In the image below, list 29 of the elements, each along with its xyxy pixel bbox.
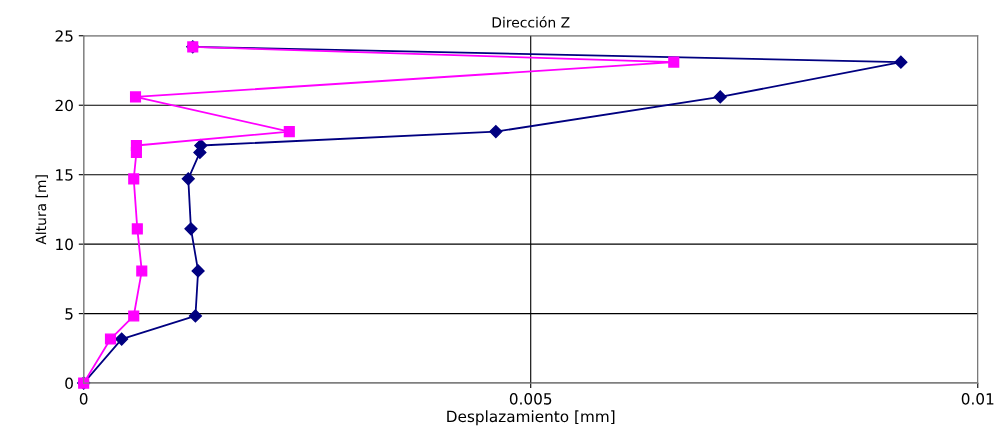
point [128, 310, 140, 322]
y-tick-label: 15 [56, 169, 73, 181]
point [136, 265, 148, 277]
point [668, 56, 680, 68]
point [128, 173, 140, 185]
point [191, 264, 205, 278]
point [184, 222, 198, 236]
point [130, 139, 142, 152]
point [713, 90, 727, 104]
point [129, 91, 142, 103]
point [104, 333, 117, 345]
point [188, 309, 203, 323]
point [894, 55, 908, 69]
point [181, 172, 195, 186]
point [489, 125, 503, 139]
point [283, 126, 295, 138]
y-tick-label: 25 [55, 30, 73, 42]
point [115, 332, 129, 346]
y-tick-label: 0 [65, 377, 73, 390]
x-tick-label: 0.005 [509, 393, 552, 405]
x-tick-label: 0.01 [961, 393, 994, 405]
y-tick-label: 20 [55, 99, 73, 112]
y-axis-title: Altura [m] [35, 175, 48, 245]
y-tick-label: 5 [65, 308, 73, 320]
point [131, 223, 143, 235]
x-axis-title: Desplazamiento [mm] [447, 410, 615, 426]
y-tick-label: 10 [56, 238, 73, 251]
x-tick-label: 0 [79, 393, 88, 405]
chart-title: Dirección Z [492, 16, 570, 28]
